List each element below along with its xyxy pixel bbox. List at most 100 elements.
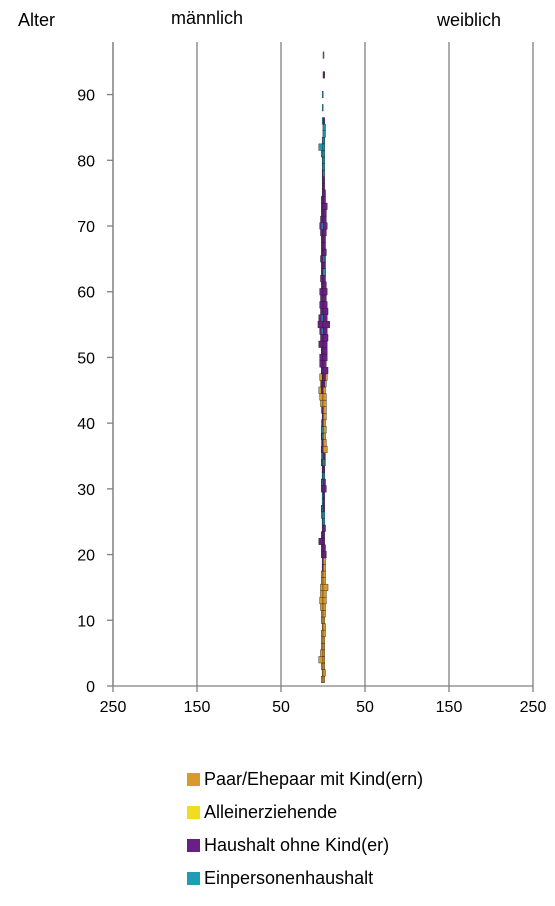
bar-einpersonenhaushalt <box>318 143 324 151</box>
bar-haushaltohnekinder <box>321 367 324 375</box>
age-tick-label: 0 <box>86 679 95 696</box>
bar-paarehepaarmitkindern <box>322 413 327 421</box>
bar-einpersonenhaushalt <box>322 459 325 467</box>
bar-einpersonenhaushalt <box>322 51 325 59</box>
bar-haushaltohnekinder <box>321 413 324 421</box>
bar-haushaltohnekinder <box>320 229 324 237</box>
bar-haushaltohnekinder <box>321 261 324 269</box>
bar-haushaltohnekinder <box>321 248 324 256</box>
bar-haushaltohnekinder <box>320 255 324 263</box>
bar-paarehepaarmitkindern <box>321 610 324 618</box>
bar-paarehepaarmitkindern <box>322 610 326 618</box>
bar-paarehepaarmitkindern <box>322 570 326 578</box>
bar-haushaltohnekinder <box>321 485 324 493</box>
bar-einpersonenhaushalt <box>322 511 325 519</box>
bar-haushaltohnekinder <box>322 229 327 237</box>
left-side-label: männlich <box>171 8 243 28</box>
bar-haushaltohnekinder <box>321 196 324 204</box>
bar-paarehepaarmitkindern <box>322 623 326 631</box>
legend-swatch-einpersonen <box>187 872 200 885</box>
bar-einpersonenhaushalt <box>322 156 325 164</box>
bar-haushaltohnekinder <box>321 386 324 394</box>
bar-haushaltohnekinder <box>322 189 326 197</box>
bar-haushaltohnekinder <box>321 235 324 243</box>
age-tick-label: 20 <box>77 548 95 565</box>
bar-haushaltohnekinder <box>322 537 325 545</box>
x-tick-label: 150 <box>184 699 211 716</box>
right-side-label: weiblich <box>436 10 501 30</box>
bar-haushaltohnekinder <box>322 551 327 559</box>
bar-haushaltohnekinder <box>321 380 324 388</box>
bar-haushaltohnekinder <box>322 275 326 283</box>
age-tick-label: 70 <box>77 219 95 236</box>
bar-haushaltohnekinder <box>322 485 327 493</box>
bar-haushaltohnekinder <box>320 294 324 302</box>
bar-paarehepaarmitkindern <box>321 643 324 651</box>
age-tick-labels: 0 10 20 30 40 50 60 70 80 90 <box>77 88 95 696</box>
bar-paarehepaarmitkindern <box>320 603 324 611</box>
bar-haushaltohnekinder <box>322 209 327 217</box>
bar-paarehepaarmitkindern <box>322 616 325 624</box>
bar-paarehepaarmitkindern <box>322 629 326 637</box>
bar-haushaltohnekinder <box>322 327 328 335</box>
bar-paarehepaarmitkindern <box>322 445 328 453</box>
bar-haushaltohnekinder <box>320 307 324 315</box>
bar-haushaltohnekinder <box>322 380 325 388</box>
bar-einpersonenhaushalt <box>322 130 326 138</box>
bar-einpersonenhaushalt <box>322 255 325 263</box>
bar-einpersonenhaushalt <box>321 478 324 486</box>
bar-einpersonenhaushalt <box>321 327 324 335</box>
bar-haushaltohnekinder <box>322 353 328 361</box>
bar-paarehepaarmitkindern <box>321 616 324 624</box>
bar-paarehepaarmitkindern <box>319 597 324 605</box>
bar-haushaltohnekinder <box>322 544 326 552</box>
bar-paarehepaarmitkindern <box>322 583 329 591</box>
bar-haushaltohnekinder <box>321 347 324 355</box>
bar-haushaltohnekinder <box>320 334 324 342</box>
bar-paarehepaarmitkindern <box>322 649 325 657</box>
bar-haushaltohnekinder <box>322 202 328 210</box>
bar-einpersonenhaushalt <box>321 511 324 519</box>
x-tick-label: 150 <box>436 699 463 716</box>
bar-paarehepaarmitkindern <box>322 590 327 598</box>
bar-haushaltohnekinder <box>321 439 324 447</box>
bar-paarehepaarmitkindern <box>322 399 327 407</box>
legend-label: Haushalt ohne Kind(er) <box>204 835 390 855</box>
age-tick-label: 90 <box>77 88 95 105</box>
bar-haushaltohnekinder <box>322 281 327 289</box>
legend-label: Einpersonenhaushalt <box>204 868 374 888</box>
bar-einpersonenhaushalt <box>321 452 324 460</box>
bar-paarehepaarmitkindern <box>322 419 326 427</box>
bar-haushaltohnekinder <box>321 564 324 572</box>
bar-paarehepaarmitkindern <box>322 597 327 605</box>
bar-haushaltohnekinder <box>322 261 326 269</box>
bar-haushaltohnekinder <box>322 183 325 191</box>
bar-haushaltohnekinder <box>322 531 325 539</box>
bar-paarehepaarmitkindern <box>320 649 324 657</box>
bar-paarehepaarmitkindern <box>321 636 324 644</box>
bar-haushaltohnekinder <box>322 373 326 381</box>
bar-haushaltohnekinder <box>322 314 328 322</box>
bar-haushaltohnekinder <box>322 71 325 79</box>
legend: Paar/Ehepaar mit Kind(ern) Alleinerziehe… <box>187 763 423 895</box>
legend-item: Einpersonenhaushalt <box>187 862 423 895</box>
bar-paarehepaarmitkindern <box>322 656 325 664</box>
bar-haushaltohnekinder <box>322 465 325 473</box>
age-tick-label: 30 <box>77 482 95 499</box>
bar-paarehepaarmitkindern <box>321 675 324 683</box>
legend-label: Paar/Ehepaar mit Kind(ern) <box>204 769 424 789</box>
bar-paarehepaarmitkindern <box>322 426 327 434</box>
x-tick-label: 250 <box>100 699 127 716</box>
bar-einpersonenhaushalt <box>322 169 325 177</box>
bar-paarehepaarmitkindern <box>322 386 326 394</box>
axes-group <box>107 42 534 692</box>
bar-haushaltohnekinder <box>319 288 324 296</box>
bar-haushaltohnekinder <box>322 360 326 368</box>
bar-haushaltohnekinder <box>321 406 324 414</box>
bar-einpersonenhaushalt <box>322 143 325 151</box>
age-tick-label: 40 <box>77 416 95 433</box>
x-tick-label: 250 <box>520 699 547 716</box>
bar-haushaltohnekinder <box>322 242 326 250</box>
bar-paarehepaarmitkindern <box>320 583 324 591</box>
